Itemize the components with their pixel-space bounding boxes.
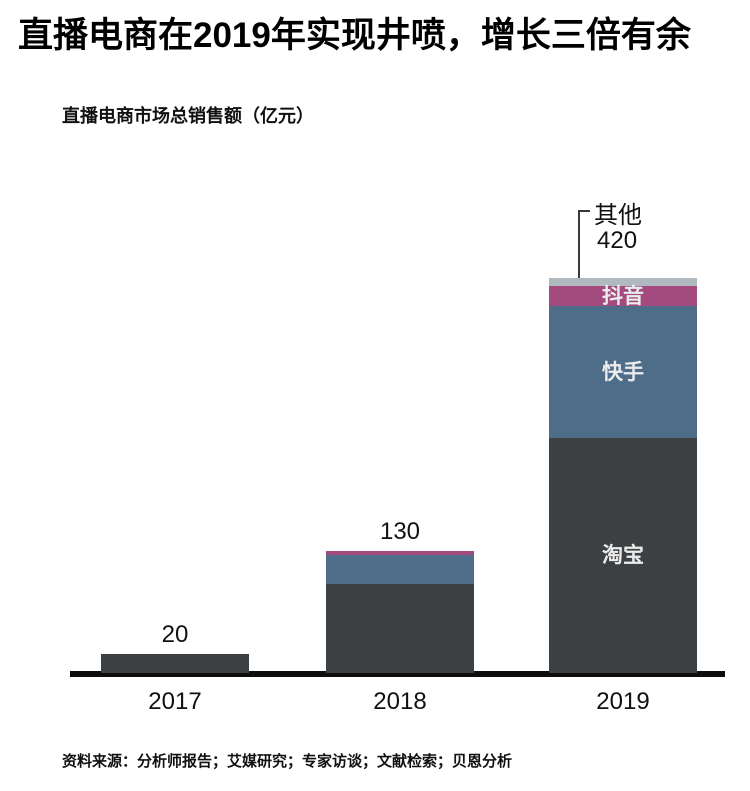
segment-label-taobao: 淘宝 [602,543,644,567]
chart-title: 直播电商市场总销售额（亿元） [62,106,314,126]
bar-2017 [101,654,249,673]
bar-segment-other-2019 [549,278,697,286]
bar-segment-douyin-2018 [326,550,474,556]
segment-label-kuaishou: 快手 [602,360,644,384]
bar-segment-douyin-2019: 抖音 [549,286,697,307]
bar-total-label-2017: 20 [161,621,189,649]
page-title: 直播电商在2019年实现井喷，增长三倍有余 [18,16,691,55]
bar-segment-kuaishou-2018 [326,555,474,584]
other-callout-line-horizontal [578,210,590,213]
source-note: 资料来源：分析师报告；艾媒研究；专家访谈；文献检索；贝恩分析 [62,753,513,770]
bar-segment-taobao-2018 [326,583,474,673]
x-axis-line [70,671,725,677]
other-callout-line-vertical [578,210,580,279]
bar-segment-taobao-2019: 淘宝 [549,437,697,673]
bar-2019: 抖音 快手 淘宝 [549,278,697,673]
bar-2018 [326,550,474,673]
x-tick-label-2017: 2017 [148,688,202,715]
bar-segment-kuaishou-2019: 快手 [549,306,697,438]
bar-total-label-2018: 130 [379,517,421,545]
bar-segment-taobao-2017 [101,654,249,673]
bar-total-label-2019: 420 [597,227,638,255]
x-tick-label-2019: 2019 [596,688,650,715]
other-callout-label: 其他 [594,202,642,230]
x-tick-label-2018: 2018 [373,688,427,715]
segment-label-douyin: 抖音 [602,284,644,308]
